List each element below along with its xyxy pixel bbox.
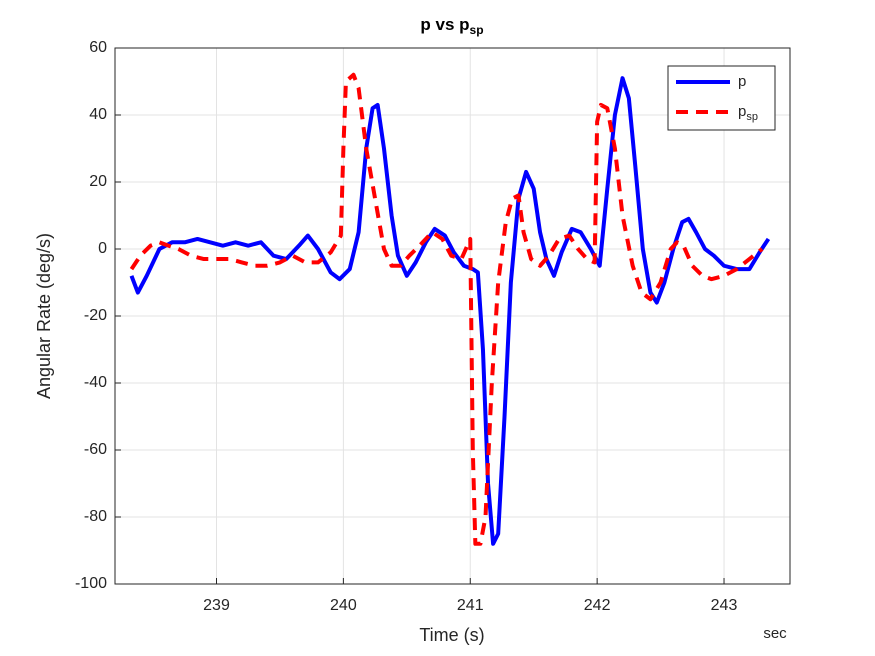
plot-frame [114,47,791,585]
chart-title: p vs psp [420,15,483,37]
x-axis-label: Time (s) [419,625,484,645]
x-unit-label: sec [763,625,787,642]
x-tick-label: 243 [711,597,738,614]
title-main: p vs p [420,15,469,34]
y-tick-label: -80 [84,508,107,525]
x-tick-label: 242 [584,597,611,614]
x-tick-label: 240 [330,597,357,614]
data-line [129,76,771,546]
title-sub: sp [470,23,484,37]
y-tick-label: -20 [84,307,107,324]
y-tick-label: 0 [98,240,107,257]
legend-label: p [738,73,746,90]
x-tick-label: 239 [203,597,230,614]
y-tick-label: 20 [89,173,107,190]
y-tick-label: -100 [75,575,107,592]
legend-name: p [738,103,746,120]
y-tick-label: 60 [89,39,107,56]
y-axis-label: Angular Rate (deg/s) [34,233,54,399]
y-tick-label: -40 [84,374,107,391]
legend-name-sub: sp [746,111,758,123]
y-tick-label: 40 [89,106,107,123]
legend-name: p [738,73,746,90]
legend-label: psp [738,103,758,123]
y-tick-label: -60 [84,441,107,458]
x-tick-label: 241 [457,597,484,614]
legend-box [667,65,776,131]
data-line [129,72,764,546]
